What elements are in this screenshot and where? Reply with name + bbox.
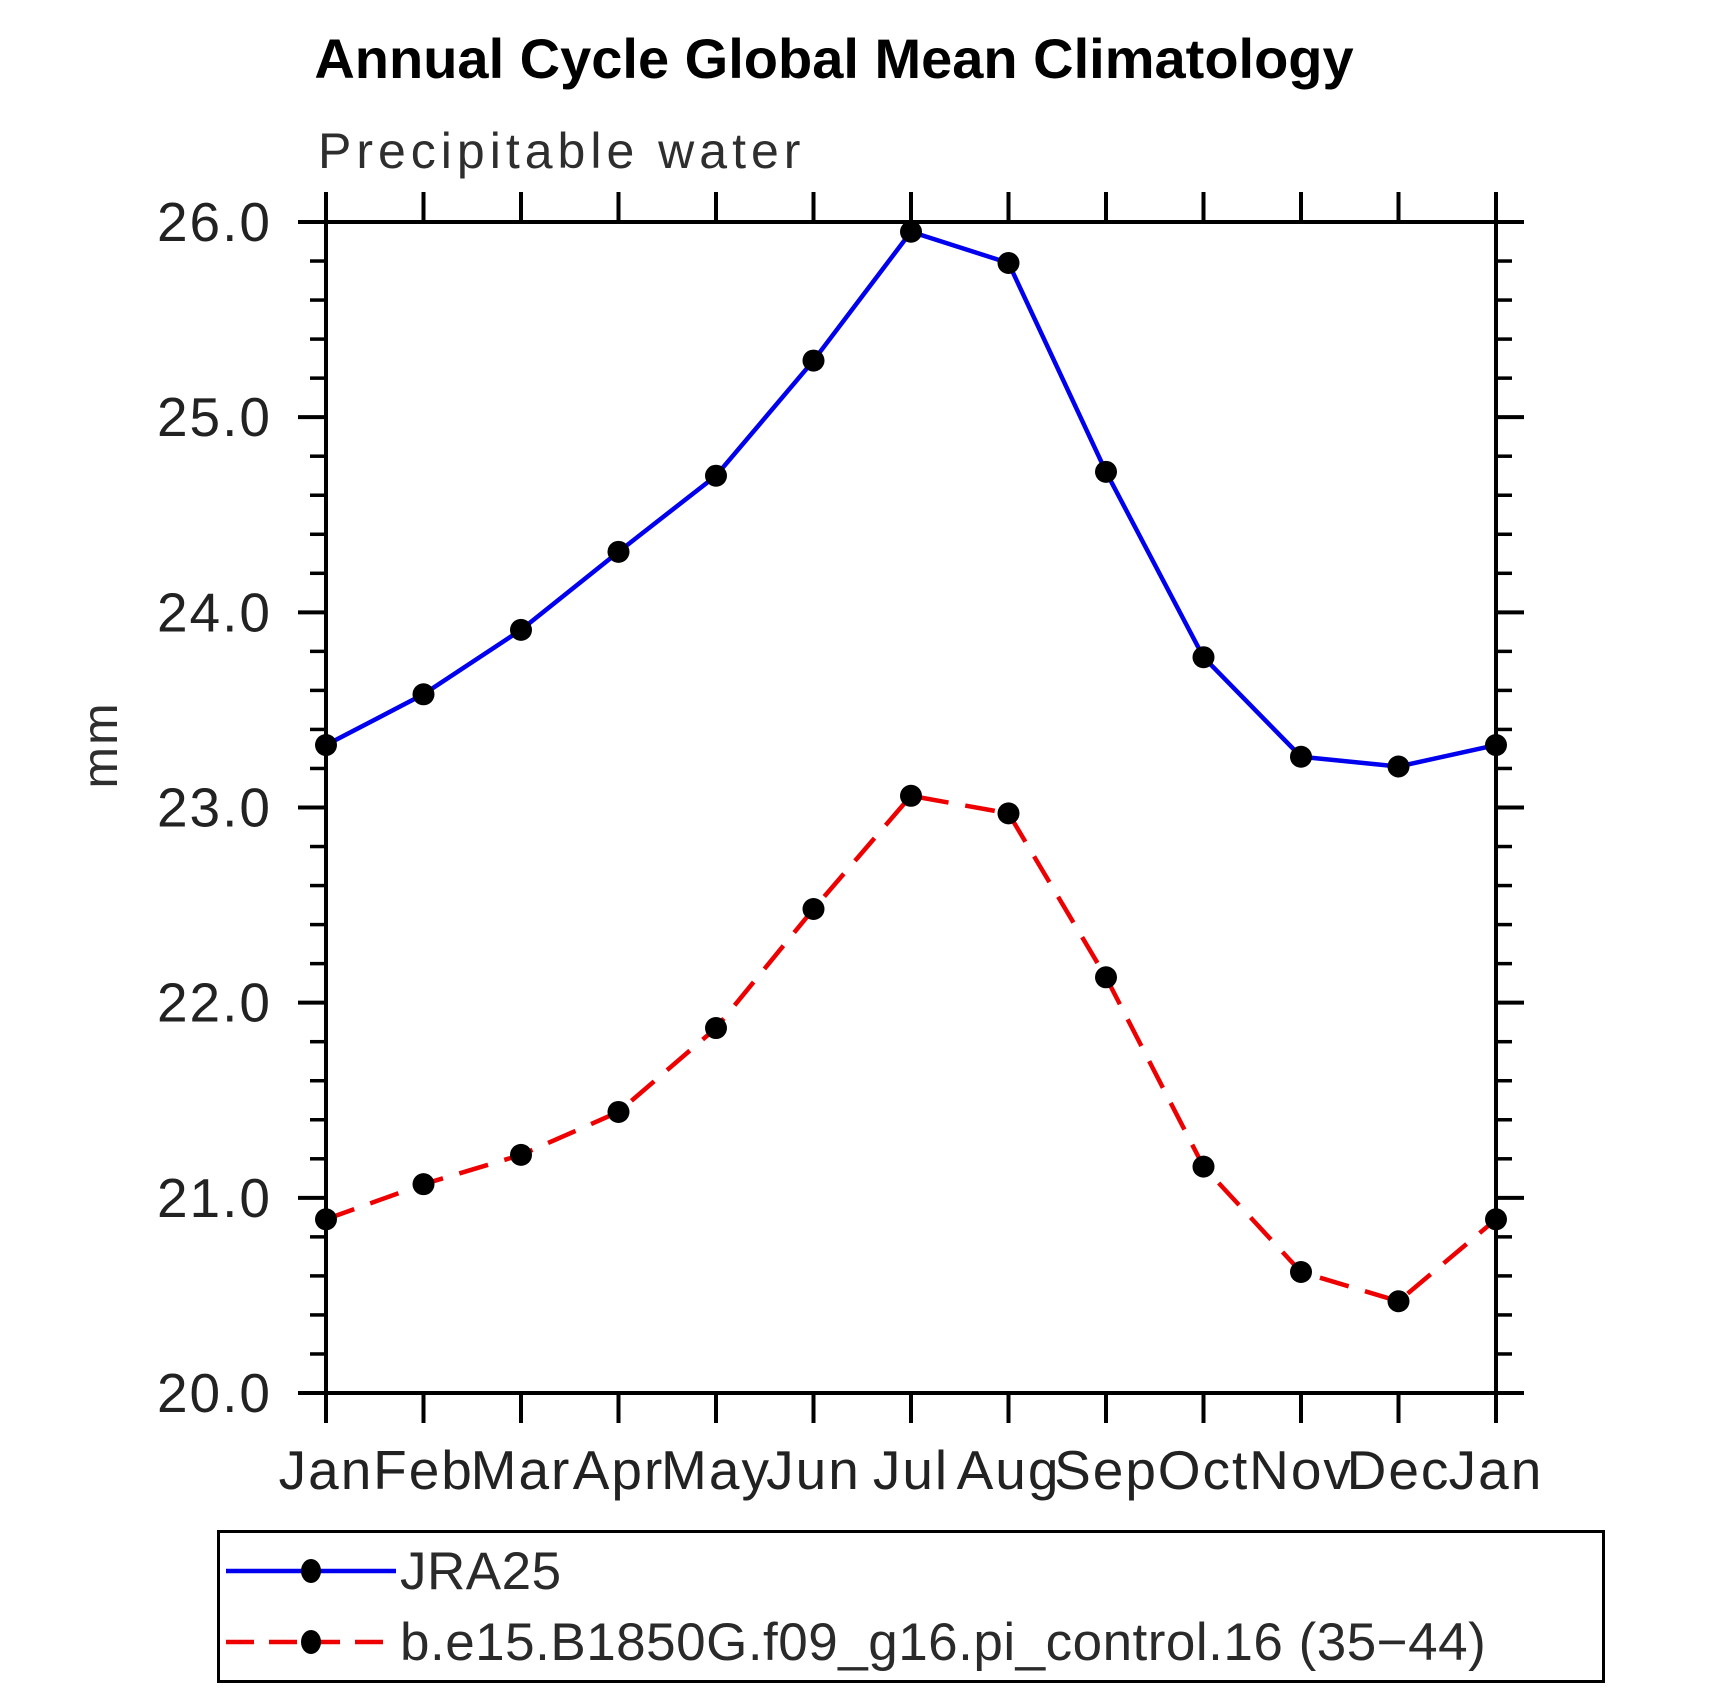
data-point-marker-0	[1192, 646, 1215, 669]
data-point-marker-0	[1290, 745, 1312, 768]
x-tick-label: Nov	[1249, 1439, 1353, 1501]
chart-subtitle: Precipitable water	[318, 123, 806, 179]
data-point-marker-0	[705, 464, 727, 487]
data-point-marker-1	[802, 897, 825, 920]
data-point-marker-1	[1095, 966, 1117, 989]
x-tick-label: Sep	[1054, 1439, 1158, 1501]
data-point-marker-1	[1192, 1155, 1215, 1178]
data-point-marker-0	[900, 220, 922, 243]
data-point-marker-1	[1387, 1290, 1410, 1313]
x-tick-label: Dec	[1347, 1439, 1451, 1501]
data-point-marker-1	[607, 1100, 630, 1123]
legend-label-model: b.e15.B1850G.f09_g16.pi_control.16 (35−4…	[400, 1612, 1487, 1672]
x-tick-label: Oct	[1158, 1439, 1250, 1501]
y-tick-label: 22.0	[157, 972, 272, 1034]
data-point-marker-1	[705, 1017, 727, 1040]
x-tick-label: Jun	[766, 1439, 861, 1501]
x-tick-label: Jul	[873, 1439, 949, 1501]
axis-frame	[324, 220, 1498, 1395]
data-point-marker-1	[997, 802, 1020, 825]
x-tick-label: Mar	[471, 1439, 572, 1501]
legend-line-sample-jra25	[226, 1559, 396, 1583]
data-point-marker-1	[900, 784, 922, 807]
data-point-marker-0	[412, 683, 435, 706]
data-point-marker-1	[510, 1143, 532, 1166]
data-point-marker-0	[1095, 460, 1117, 483]
data-point-marker-0	[510, 618, 532, 641]
legend-entry-jra25: JRA25	[222, 1541, 562, 1601]
series-line-1	[325, 793, 1498, 1304]
legend-entry-model: b.e15.B1850G.f09_g16.pi_control.16 (35−4…	[222, 1612, 1487, 1672]
y-tick-label: 23.0	[157, 777, 272, 839]
y-tick-label: 26.0	[157, 191, 272, 253]
x-tick-label: Aug	[957, 1439, 1061, 1501]
data-point-marker-0	[1387, 755, 1410, 778]
x-tick-label: Feb	[373, 1439, 474, 1501]
legend-marker-dot	[301, 1559, 321, 1583]
x-tick-label: May	[661, 1439, 771, 1501]
legend-box: JRA25 b.e15.B1850G.f09_g16.pi_control.16…	[217, 1530, 1605, 1683]
chart-title: Annual Cycle Global Mean Climatology	[314, 27, 1354, 90]
legend-marker-dot	[301, 1630, 321, 1654]
x-tick-label: Apr	[573, 1439, 665, 1501]
data-point-marker-0	[607, 540, 630, 563]
x-tick-label: Jan	[279, 1439, 374, 1501]
x-tick-label: Jan	[1449, 1439, 1544, 1501]
data-point-marker-0	[315, 734, 337, 757]
data-point-marker-1	[412, 1173, 435, 1196]
y-tick-label: 20.0	[157, 1362, 272, 1424]
data-point-marker-0	[802, 349, 825, 372]
data-point-marker-0	[1485, 734, 1507, 757]
legend-label-jra25: JRA25	[400, 1541, 562, 1601]
data-point-marker-1	[315, 1208, 337, 1231]
y-tick-label: 24.0	[157, 581, 272, 643]
y-tick-label: 21.0	[157, 1167, 272, 1229]
data-point-marker-1	[1485, 1208, 1507, 1231]
data-point-marker-0	[997, 251, 1020, 274]
y-tick-label: 25.0	[157, 386, 272, 448]
data-point-marker-1	[1290, 1260, 1312, 1283]
series-line-0	[324, 229, 1497, 769]
legend-line-sample-model	[226, 1630, 396, 1654]
